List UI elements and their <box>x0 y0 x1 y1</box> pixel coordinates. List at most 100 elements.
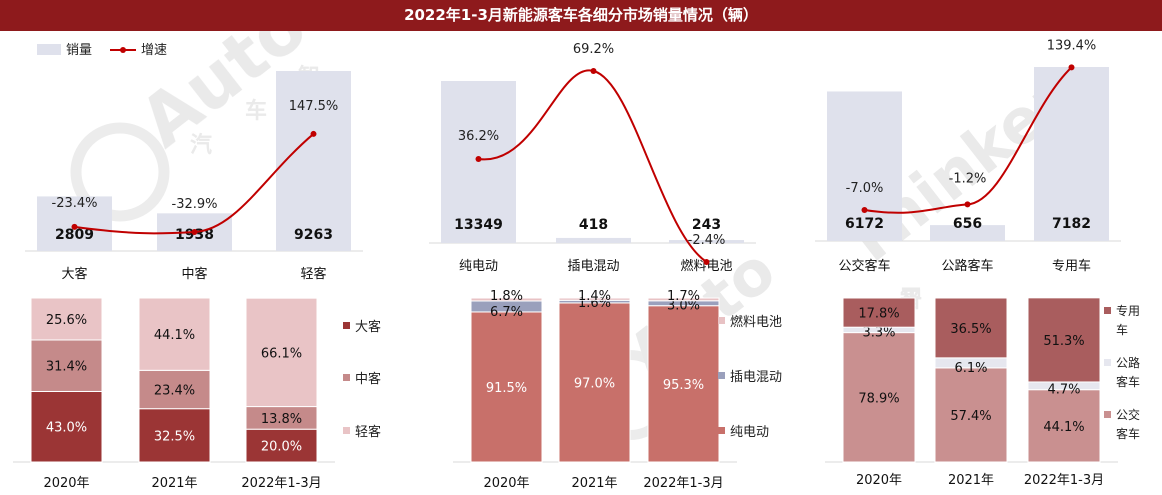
stacked-segment <box>1027 297 1101 383</box>
segment-label: 36.5% <box>950 322 991 337</box>
legend-swatch <box>1104 307 1111 314</box>
growth-point <box>861 207 868 213</box>
category-label: 中客 <box>181 266 207 282</box>
bottom-chart: 43.0% 31.4% 25.6% 2020年 32.5% 23.4% 44.1% 2021年… <box>13 297 381 491</box>
legend-label: 销量 <box>66 43 92 58</box>
category-label: 大客 <box>61 266 87 282</box>
legend-swatch-bar <box>37 44 61 55</box>
legend-swatch <box>718 317 725 324</box>
segment-label: 25.6% <box>46 313 87 328</box>
category-label: 插电混动 <box>567 259 619 274</box>
category-label: 燃料电池 <box>680 258 732 274</box>
segment-label: 91.5% <box>486 381 527 396</box>
stacked-segment <box>558 297 631 301</box>
growth-point <box>71 223 78 230</box>
stacked-segment <box>647 297 720 302</box>
stacked-segment <box>647 305 720 463</box>
segment-label: 4.7% <box>1047 383 1080 398</box>
stacked-segment <box>934 367 1008 463</box>
legend-label: 大客 <box>355 319 381 335</box>
bar-value-label: 243 <box>692 217 721 233</box>
segment-label: 6.7% <box>490 305 523 320</box>
segment-label: 51.3% <box>1043 334 1084 349</box>
bar-value-label: 656 <box>953 216 982 232</box>
legend-swatch <box>1104 411 1111 418</box>
category-label: 2022年1-3月 <box>1024 473 1104 488</box>
category-label: 2022年1-3月 <box>643 476 723 491</box>
segment-label: 23.4% <box>154 384 195 399</box>
growth-label: -23.4% <box>52 196 98 211</box>
stacked-segment <box>30 390 103 463</box>
category-label: 2020年 <box>43 476 89 491</box>
segment-label: 44.1% <box>1043 420 1084 435</box>
segment-label: 17.8% <box>858 307 899 322</box>
category-label: 2021年 <box>151 476 197 491</box>
bar <box>930 225 1005 241</box>
top-chart: 6172 公交客车 656 公路客车 7182 专用车 -7.0% -1.2% 139.4% <box>815 38 1121 274</box>
bar-value-label: 9263 <box>294 227 333 243</box>
category-label: 轻客 <box>300 266 326 282</box>
segment-label: 1.4% <box>578 289 611 304</box>
category-label: 2021年 <box>948 473 994 488</box>
legend-swatch <box>718 372 725 379</box>
bar-value-label: 6172 <box>845 216 884 232</box>
legend-label: 公交客车 <box>1116 407 1140 441</box>
category-label: 2020年 <box>856 473 902 488</box>
bar-value-label: 418 <box>579 217 608 233</box>
category-label: 2022年1-3月 <box>241 476 321 491</box>
growth-label: 69.2% <box>573 42 614 57</box>
growth-point <box>475 156 482 162</box>
legend-label: 燃料电池 <box>730 314 782 330</box>
segment-label: 43.0% <box>46 421 87 436</box>
legend-swatch-dot <box>120 47 126 53</box>
watermark-char: 车 <box>245 98 267 124</box>
bar <box>276 71 351 251</box>
segment-label: 95.3% <box>663 378 704 393</box>
bottom-chart: 78.9% 3.3% 17.8% 2020年 57.4% 6.1% 36.5% 2021年 44… <box>825 297 1140 488</box>
bar <box>827 91 902 241</box>
segment-label: 6.1% <box>954 361 987 376</box>
growth-point <box>191 229 198 235</box>
segment-label: 31.4% <box>46 360 87 375</box>
stacked-segment <box>30 297 103 341</box>
stacked-segment <box>1027 389 1101 463</box>
legend-swatch <box>1104 359 1111 366</box>
category-label: 2020年 <box>483 476 529 491</box>
growth-label: -32.9% <box>172 197 218 212</box>
growth-point <box>1068 64 1075 71</box>
bar <box>556 237 631 243</box>
legend-label: 公路客车 <box>1116 355 1140 389</box>
stacked-segment <box>245 297 318 408</box>
bottom-chart: 91.5%6.7%1.8%2020年97.0%1.6%1.4%2021年95.3… <box>453 289 782 491</box>
page-title: 2022年1-3月新能源客车各细分市场销量情况（辆） <box>0 0 1162 31</box>
watermark-logo <box>70 122 170 222</box>
legend-swatch <box>343 322 350 329</box>
segment-label: 3.0% <box>667 299 700 314</box>
watermark-char: 汽 <box>190 132 212 158</box>
top-chart: 13349 纯电动 418 插电混动 243 燃料电池 36.2% 69.2% -2.4% <box>429 42 756 274</box>
legend-swatch <box>343 374 350 381</box>
growth-label: -7.0% <box>846 181 884 196</box>
bar-value-label: 2809 <box>55 227 94 243</box>
bar <box>669 240 744 243</box>
growth-point <box>590 67 597 74</box>
stacked-segment <box>470 297 543 302</box>
legend-label: 专用车 <box>1116 303 1140 337</box>
legend-label: 插电混动 <box>730 370 782 385</box>
growth-label: 139.4% <box>1047 38 1097 53</box>
segment-label: 3.3% <box>862 326 895 341</box>
segment-label: 57.4% <box>950 409 991 424</box>
bar-value-label: 13349 <box>454 217 503 233</box>
segment-label: 44.1% <box>154 328 195 343</box>
category-label: 纯电动 <box>459 259 498 274</box>
growth-label: 36.2% <box>458 129 499 144</box>
bar-value-label: 7182 <box>1052 216 1091 232</box>
stacked-segment <box>138 408 211 463</box>
growth-line <box>864 66 1073 214</box>
growth-point <box>310 130 317 137</box>
segment-label: 20.0% <box>261 440 302 455</box>
category-label: 专用车 <box>1052 258 1091 274</box>
category-label: 公路客车 <box>941 258 993 274</box>
